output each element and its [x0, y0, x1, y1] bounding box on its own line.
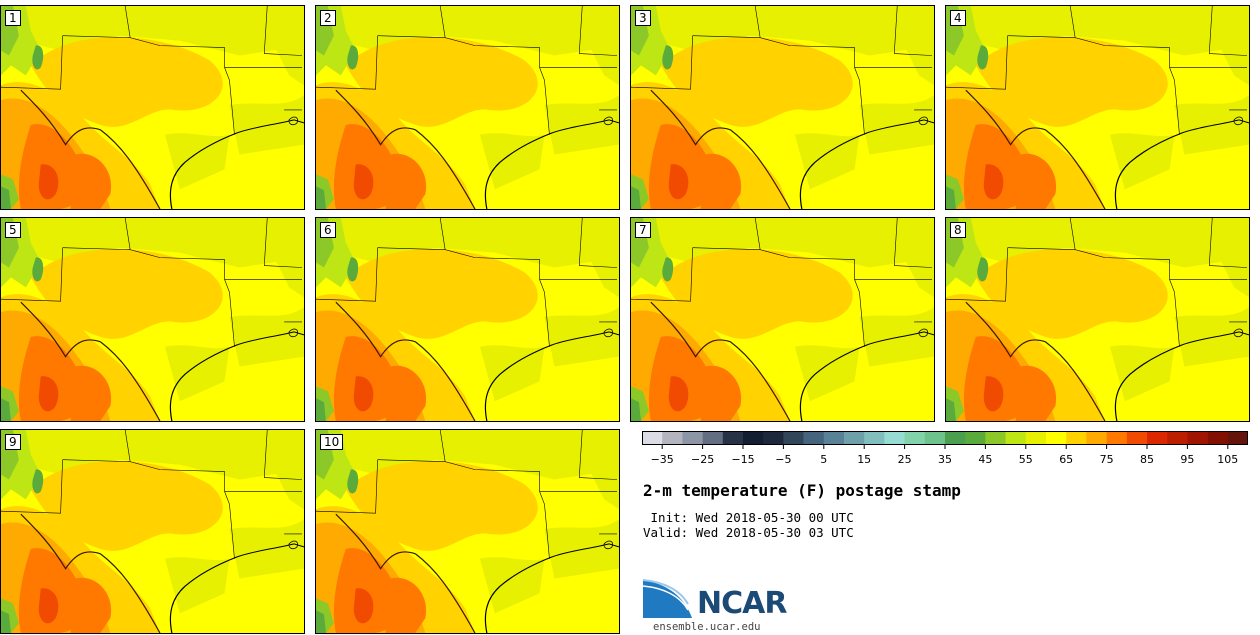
- colorbar-tick-label: 65: [1059, 453, 1073, 466]
- init-time: Init: Wed 2018-05-30 00 UTC: [643, 510, 854, 525]
- map-panel-5: 5: [0, 217, 305, 422]
- temperature-map: [316, 430, 619, 633]
- colorbar-swatch: [743, 431, 764, 445]
- colorbar-swatch: [884, 431, 905, 445]
- colorbar-swatch: [783, 431, 804, 445]
- colorbar-ticks: −35−25−15−55152535455565758595105115: [651, 445, 1238, 466]
- colorbar-swatch: [864, 431, 885, 445]
- colorbar-swatch: [1187, 431, 1208, 445]
- colorbar: [642, 431, 1248, 445]
- map-panel-8: 8: [945, 217, 1250, 422]
- member-label: 10: [320, 434, 344, 450]
- temperature-map: [1, 6, 304, 209]
- colorbar-swatch: [763, 431, 784, 445]
- temperature-map: [946, 6, 1249, 209]
- member-label: 2: [320, 10, 336, 26]
- temperature-map: [946, 218, 1249, 421]
- map-panel-4: 4: [945, 5, 1250, 210]
- colorbar-tick-label: 85: [1140, 453, 1154, 466]
- member-label: 8: [950, 222, 966, 238]
- member-label: 1: [5, 10, 21, 26]
- member-label: 7: [635, 222, 651, 238]
- logo-wordmark: NCAR: [697, 586, 787, 621]
- colorbar-tick-label: 15: [857, 453, 871, 466]
- map-panel-9: 9: [0, 429, 305, 634]
- member-label: 9: [5, 434, 21, 450]
- map-panel-2: 2: [315, 5, 620, 210]
- colorbar-swatch: [702, 431, 724, 445]
- temperature-map: [631, 218, 934, 421]
- colorbar-swatch: [1066, 431, 1087, 445]
- map-panel-7: 7: [630, 217, 935, 422]
- colorbar-tick-label: −35: [651, 453, 674, 466]
- colorbar-tick-label: 5: [820, 453, 827, 466]
- colorbar-swatch: [1046, 431, 1067, 445]
- colorbar-swatch: [1147, 431, 1168, 445]
- map-panel-1: 1: [0, 5, 305, 210]
- colorbar-tick-label: −5: [775, 453, 791, 466]
- colorbar-swatch: [1106, 431, 1128, 445]
- colorbar-tick-label: −15: [731, 453, 754, 466]
- colorbar-swatch: [642, 431, 663, 445]
- temperature-map: [316, 218, 619, 421]
- map-panel-3: 3: [630, 5, 935, 210]
- colorbar-swatch: [904, 431, 926, 445]
- map-panel-6: 6: [315, 217, 620, 422]
- map-panel-10: 10: [315, 429, 620, 634]
- chart-title: 2-m temperature (F) postage stamp: [643, 481, 961, 500]
- member-label: 5: [5, 222, 21, 238]
- temperature-map: [316, 6, 619, 209]
- colorbar-swatch: [1126, 431, 1148, 445]
- colorbar-swatch: [803, 431, 825, 445]
- colorbar-tick-label: 45: [978, 453, 992, 466]
- colorbar-swatch: [1005, 431, 1027, 445]
- temperature-map: [1, 218, 304, 421]
- colorbar-swatch: [924, 431, 946, 445]
- colorbar-tick-label: 75: [1100, 453, 1114, 466]
- temperature-map: [1, 430, 304, 633]
- colorbar-swatch: [1227, 431, 1248, 445]
- colorbar-swatch: [985, 431, 1006, 445]
- ncar-logo-icon: [642, 579, 692, 618]
- colorbar-swatch: [844, 431, 865, 445]
- colorbar-swatch: [722, 431, 744, 445]
- colorbar-swatch: [1025, 431, 1047, 445]
- member-label: 6: [320, 222, 336, 238]
- member-label: 3: [635, 10, 651, 26]
- colorbar-swatch: [823, 431, 845, 445]
- valid-time: Valid: Wed 2018-05-30 03 UTC: [643, 525, 854, 540]
- colorbar-tick-label: 95: [1180, 453, 1194, 466]
- colorbar-tick-label: 55: [1019, 453, 1033, 466]
- colorbar-swatch: [1086, 431, 1107, 445]
- temperature-map: [631, 6, 934, 209]
- colorbar-swatch: [1207, 431, 1229, 445]
- colorbar-swatch: [662, 431, 683, 445]
- colorbar-swatch: [965, 431, 986, 445]
- colorbar-swatch: [945, 431, 966, 445]
- colorbar-tick-label: 35: [938, 453, 952, 466]
- colorbar-swatch: [682, 431, 703, 445]
- colorbar-swatch: [1167, 431, 1188, 445]
- colorbar-tick-label: 105: [1217, 453, 1238, 466]
- member-label: 4: [950, 10, 966, 26]
- colorbar-tick-label: 25: [898, 453, 912, 466]
- colorbar-tick-label: −25: [691, 453, 714, 466]
- logo-url: ensemble.ucar.edu: [653, 621, 761, 633]
